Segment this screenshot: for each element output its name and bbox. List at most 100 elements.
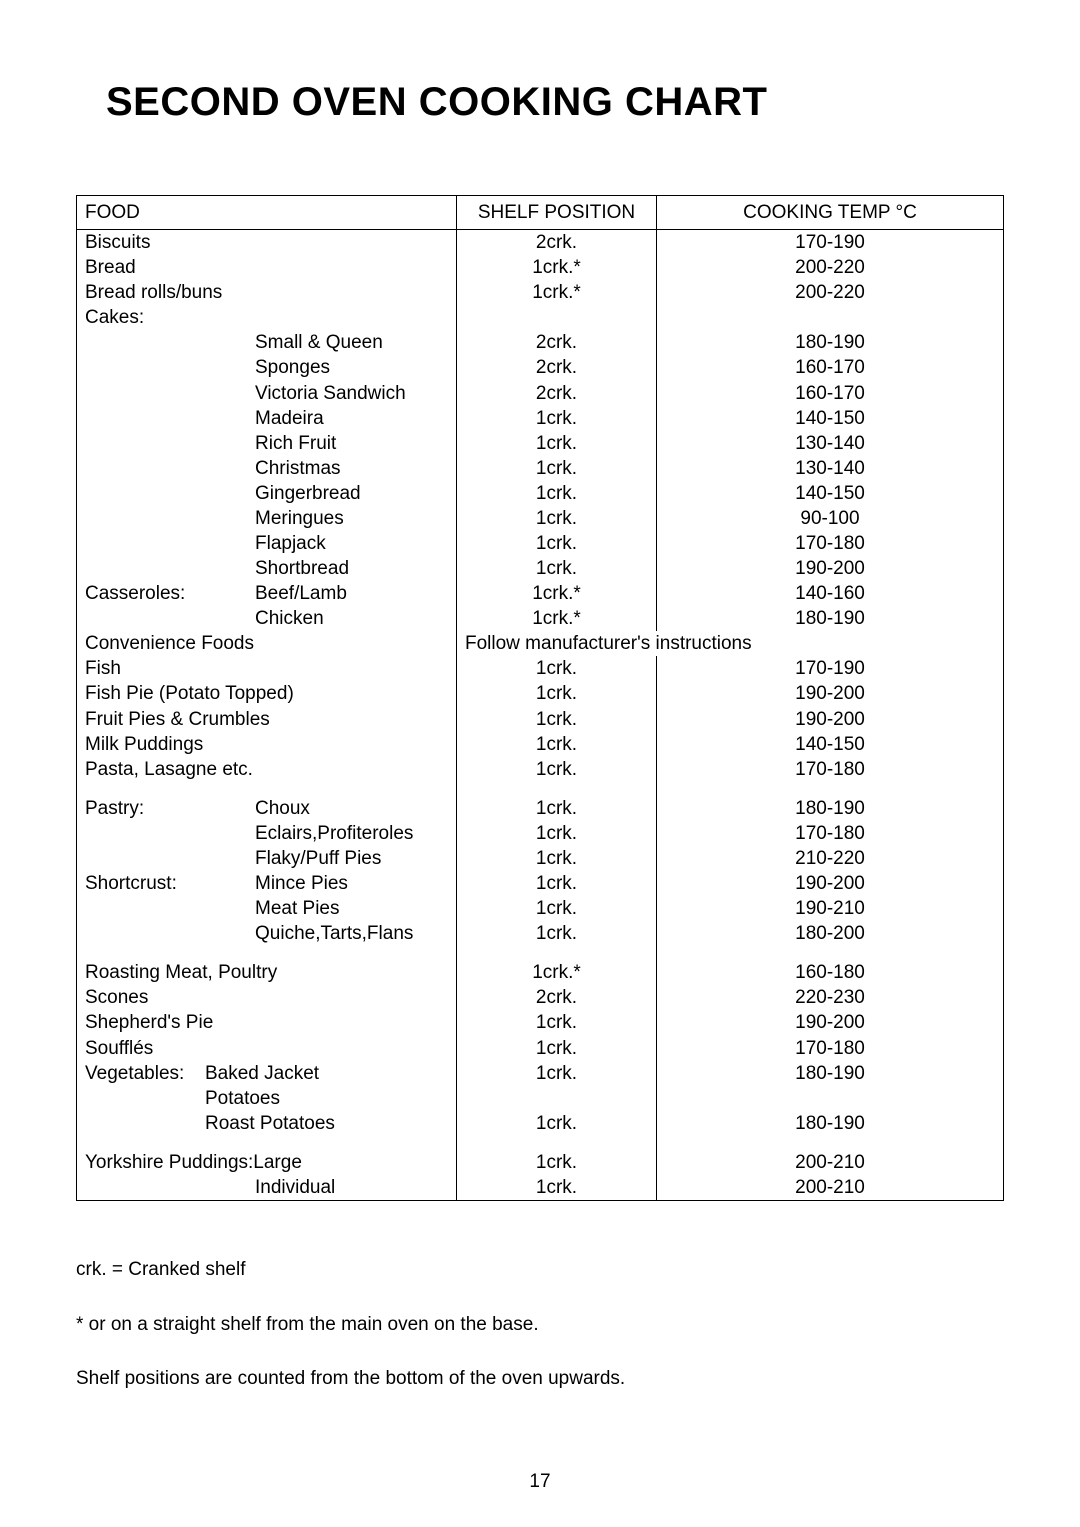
cell-shelf: 1crk.* — [457, 960, 657, 985]
table-row: Individual1crk.200-210 — [77, 1175, 1003, 1200]
cell-shelf: 1crk. — [457, 896, 657, 921]
cell-food: Quiche,Tarts,Flans — [77, 921, 457, 946]
cell-food: Individual — [77, 1175, 457, 1200]
cell-temp: 170-190 — [657, 656, 1003, 681]
cell-food: Meringues — [77, 506, 457, 531]
cell-shelf: 2crk. — [457, 230, 657, 255]
cell-food: Small & Queen — [77, 330, 457, 355]
cell-food: Roasting Meat, Poultry — [77, 960, 457, 985]
cell-food: Potatoes — [77, 1086, 457, 1111]
cell-food: Scones — [77, 985, 457, 1010]
cell-food: Convenience Foods — [77, 631, 457, 656]
table-row: Roasting Meat, Poultry1crk.*160-180 — [77, 960, 1003, 985]
cell-shelf: 1crk. — [457, 1036, 657, 1061]
header-shelf: SHELF POSITION — [457, 196, 657, 229]
cell-temp: 140-150 — [657, 406, 1003, 431]
table-row: Madeira1crk.140-150 — [77, 406, 1003, 431]
note-line: Shelf positions are counted from the bot… — [76, 1366, 1004, 1393]
cell-shelf: 1crk. — [457, 707, 657, 732]
cell-temp: 180-190 — [657, 796, 1003, 821]
table-row: Shortbread1crk.190-200 — [77, 556, 1003, 581]
cell-shelf: 1crk.* — [457, 255, 657, 280]
cell-temp: 220-230 — [657, 985, 1003, 1010]
cell-temp: 140-160 — [657, 581, 1003, 606]
cell-temp: 210-220 — [657, 846, 1003, 871]
cell-shelf: 1crk. — [457, 757, 657, 782]
cell-shelf: 2crk. — [457, 985, 657, 1010]
cell-food: Victoria Sandwich — [77, 381, 457, 406]
cell-food: Bread rolls/buns — [77, 280, 457, 305]
table-row: Gingerbread1crk.140-150 — [77, 481, 1003, 506]
cell-shelf: 1crk. — [457, 1010, 657, 1035]
cell-food: Soufflés — [77, 1036, 457, 1061]
table-row: Small & Queen2crk.180-190 — [77, 330, 1003, 355]
cell-food: Cakes: — [77, 305, 457, 330]
cell-shelf: 1crk. — [457, 556, 657, 581]
cell-shelf: 1crk. — [457, 506, 657, 531]
cell-food: Shortbread — [77, 556, 457, 581]
cell-shelf: 1crk. — [457, 921, 657, 946]
cell-food: Bread — [77, 255, 457, 280]
cell-temp: 180-190 — [657, 606, 1003, 631]
table-row: Chicken1crk.*180-190 — [77, 606, 1003, 631]
table-row: Bread rolls/buns1crk.*200-220 — [77, 280, 1003, 305]
cell-temp: 170-180 — [657, 821, 1003, 846]
cell-shelf: 1crk.* — [457, 280, 657, 305]
table-row: Fish Pie (Potato Topped)1crk.190-200 — [77, 681, 1003, 706]
cell-shelf: 1crk. — [457, 846, 657, 871]
cell-food: Flapjack — [77, 531, 457, 556]
cell-food: Milk Puddings — [77, 732, 457, 757]
table-row: Flapjack1crk.170-180 — [77, 531, 1003, 556]
cell-food: Christmas — [77, 456, 457, 481]
table-row — [77, 782, 1003, 796]
table-row: Eclairs,Profiteroles1crk.170-180 — [77, 821, 1003, 846]
cell-food: Yorkshire Puddings:Large — [77, 1150, 457, 1175]
cell-food: Vegetables:Baked Jacket — [77, 1061, 457, 1086]
cell-shelf: 1crk. — [457, 1175, 657, 1200]
table-row: Shortcrust:Mince Pies1crk.190-200 — [77, 871, 1003, 896]
cell-shelf: 1crk. — [457, 656, 657, 681]
cell-shelf: 1crk. — [457, 1150, 657, 1175]
table-row: Rich Fruit1crk.130-140 — [77, 431, 1003, 456]
table-row: Pastry:Choux1crk.180-190 — [77, 796, 1003, 821]
cell-temp: 160-170 — [657, 355, 1003, 380]
cell-shelf: 1crk. — [457, 796, 657, 821]
cell-food: Biscuits — [77, 230, 457, 255]
cell-shelf: 1crk. — [457, 431, 657, 456]
table-row — [77, 1136, 1003, 1150]
cell-shelf: 1crk. — [457, 732, 657, 757]
cell-shelf: 1crk. — [457, 456, 657, 481]
table-row: Fruit Pies & Crumbles1crk.190-200 — [77, 707, 1003, 732]
cooking-chart-table: FOOD SHELF POSITION COOKING TEMP °C Bisc… — [76, 195, 1004, 1201]
table-header-row: FOOD SHELF POSITION COOKING TEMP °C — [77, 196, 1003, 230]
cell-shelf: 1crk. — [457, 1111, 657, 1136]
cell-shelf — [457, 305, 657, 330]
cell-temp: 140-150 — [657, 732, 1003, 757]
cell-temp: 180-190 — [657, 1061, 1003, 1086]
table-row: Fish1crk.170-190 — [77, 656, 1003, 681]
cell-food: Meat Pies — [77, 896, 457, 921]
cell-food: Roast Potatoes — [77, 1111, 457, 1136]
table-row: Pasta, Lasagne etc.1crk.170-180 — [77, 757, 1003, 782]
cell-temp: 180-200 — [657, 921, 1003, 946]
table-row: Quiche,Tarts,Flans1crk.180-200 — [77, 921, 1003, 946]
cell-temp: 140-150 — [657, 481, 1003, 506]
cell-temp: 180-190 — [657, 1111, 1003, 1136]
cell-shelf: 1crk.* — [457, 606, 657, 631]
table-row: Casseroles:Beef/Lamb1crk.*140-160 — [77, 581, 1003, 606]
cell-food: Flaky/Puff Pies — [77, 846, 457, 871]
cell-shelf: 1crk. — [457, 406, 657, 431]
table-row: Meat Pies1crk.190-210 — [77, 896, 1003, 921]
notes-section: crk. = Cranked shelf * or on a straight … — [76, 1257, 1004, 1393]
cell-temp: 190-200 — [657, 681, 1003, 706]
cell-temp: 130-140 — [657, 431, 1003, 456]
cell-shelf: 1crk. — [457, 871, 657, 896]
table-row: Cakes: — [77, 305, 1003, 330]
cell-food: Chicken — [77, 606, 457, 631]
cell-shelf: 1crk. — [457, 681, 657, 706]
cell-food: Rich Fruit — [77, 431, 457, 456]
cell-temp: 90-100 — [657, 506, 1003, 531]
page-number: 17 — [0, 1471, 1080, 1493]
cell-shelf: 1crk. — [457, 1061, 657, 1086]
cell-temp: 200-220 — [657, 280, 1003, 305]
